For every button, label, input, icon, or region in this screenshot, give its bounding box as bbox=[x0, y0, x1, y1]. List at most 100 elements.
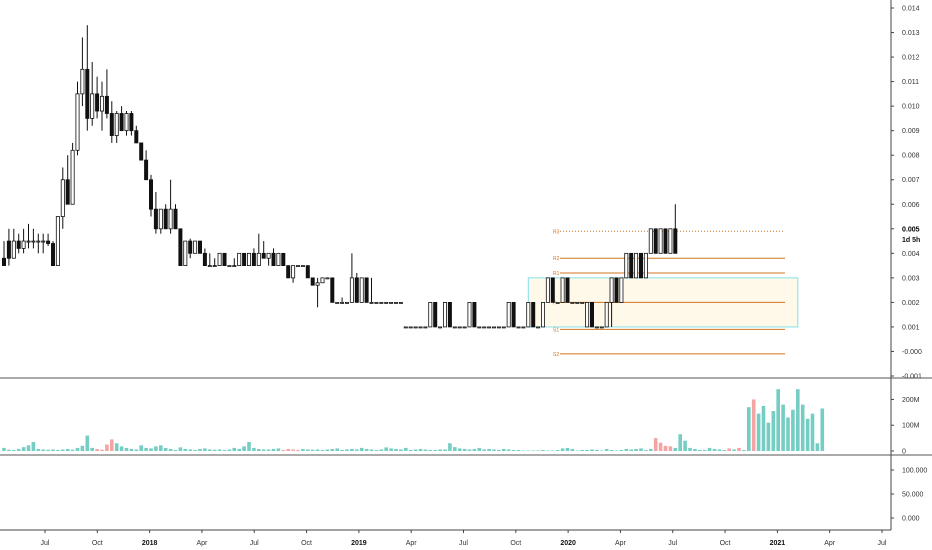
volume-bar bbox=[119, 446, 124, 451]
time-axis-label: Jul bbox=[41, 540, 50, 547]
volume-bar bbox=[31, 441, 36, 451]
candle-body bbox=[100, 95, 105, 112]
candle-body bbox=[300, 265, 305, 268]
volume-bar bbox=[629, 449, 633, 451]
volume-bar bbox=[477, 447, 482, 451]
candle-body bbox=[51, 243, 56, 267]
candle-body bbox=[472, 301, 477, 328]
volume-bar bbox=[129, 448, 134, 451]
volume-bar bbox=[330, 448, 335, 451]
volume-bar bbox=[673, 447, 678, 451]
volume-bar bbox=[242, 446, 246, 451]
candle-body bbox=[555, 301, 560, 304]
volume-bar bbox=[139, 445, 143, 451]
price-axis[interactable]: 0.014 0.013 0.012 0.011 0.010 0.009 0.008 0.007… bbox=[891, 6, 922, 381]
price-axis-label: 0.001 bbox=[902, 324, 920, 331]
candle-body bbox=[104, 95, 109, 114]
candle-body bbox=[369, 301, 374, 304]
time-axis[interactable]: Jul Oct 2018 Apr Jul Oct 2019 Apr Jul Oct 2020 Apr J… bbox=[41, 530, 887, 547]
volume-bar bbox=[800, 404, 805, 451]
volume-bar bbox=[178, 447, 183, 451]
volume-bar bbox=[732, 449, 736, 451]
candle-body bbox=[11, 240, 16, 259]
candle-body bbox=[364, 277, 369, 303]
volume-bar bbox=[634, 448, 638, 451]
candle-body bbox=[95, 93, 100, 112]
candle-body bbox=[344, 301, 349, 304]
price-axis-label: 0.010 bbox=[902, 104, 920, 111]
volume-bar bbox=[502, 448, 506, 451]
volume-bar bbox=[384, 447, 388, 451]
volume-bar bbox=[345, 449, 349, 451]
volume-bar bbox=[46, 449, 50, 451]
candle-body bbox=[6, 240, 11, 259]
time-axis-label: 2021 bbox=[770, 540, 786, 547]
volume-bar bbox=[65, 448, 70, 451]
candle-body bbox=[144, 159, 149, 181]
candle-body bbox=[335, 301, 340, 304]
candle-body bbox=[310, 277, 315, 286]
volume-bar bbox=[506, 449, 511, 451]
volume-bar bbox=[609, 449, 614, 451]
volume-bar bbox=[306, 449, 310, 451]
pivot-label-s1: S1 bbox=[553, 327, 559, 333]
candle-body bbox=[26, 240, 31, 243]
time-axis-label: Jul bbox=[668, 540, 677, 547]
volume-bar bbox=[805, 418, 810, 451]
candle-body bbox=[536, 326, 541, 329]
candle-body bbox=[585, 301, 590, 328]
volume-bar bbox=[2, 447, 6, 451]
candle-body bbox=[276, 252, 281, 266]
time-axis-label: Oct bbox=[92, 540, 103, 547]
candle-body bbox=[325, 277, 330, 280]
price-axis-label: -0.001 bbox=[902, 374, 922, 381]
candle-body bbox=[545, 277, 550, 303]
candle-body bbox=[639, 252, 644, 279]
candle-body bbox=[462, 326, 467, 329]
volume-bar bbox=[320, 449, 325, 451]
volume-bar bbox=[222, 449, 227, 451]
candle-body bbox=[232, 265, 237, 268]
candle-body bbox=[570, 301, 575, 304]
price-axis-label: 0.002 bbox=[902, 300, 920, 307]
volume-bar bbox=[644, 449, 648, 451]
volume-axis-label: 100M bbox=[902, 423, 920, 430]
candle-body bbox=[359, 277, 364, 303]
candle-body bbox=[246, 252, 251, 266]
volume-bar bbox=[51, 449, 55, 451]
volume-bar bbox=[154, 446, 158, 451]
candle-body bbox=[21, 240, 26, 249]
time-axis-label: Apr bbox=[406, 540, 418, 547]
candle-body bbox=[433, 301, 438, 328]
candle-body bbox=[281, 252, 286, 266]
volume-bar bbox=[355, 449, 359, 451]
volume-bar bbox=[16, 448, 21, 451]
candle-body bbox=[55, 216, 60, 267]
candle-body bbox=[60, 179, 65, 217]
volume-bar bbox=[61, 449, 65, 451]
volume-bar bbox=[90, 447, 94, 451]
indicator-axis[interactable]: 100.000 50.000 0.000 bbox=[891, 468, 927, 523]
volume-axis[interactable]: 200M 100M 0 bbox=[891, 397, 920, 456]
time-axis-label: 2018 bbox=[142, 540, 158, 547]
candle-body bbox=[590, 301, 595, 328]
candle-body bbox=[668, 228, 673, 254]
candle-body bbox=[291, 265, 296, 279]
volume-bar bbox=[756, 413, 761, 451]
candle-body bbox=[423, 326, 428, 329]
candle-body bbox=[207, 265, 212, 268]
bar-timer-label: 1d 5h bbox=[902, 237, 920, 244]
volume-bar bbox=[815, 443, 820, 451]
candle-layer bbox=[2, 25, 678, 329]
last-price-label: 0.005 bbox=[902, 226, 920, 233]
volume-bar bbox=[448, 443, 452, 451]
time-axis-label: Apr bbox=[824, 540, 836, 547]
volume-bar bbox=[394, 448, 398, 451]
volume-bar bbox=[85, 435, 90, 451]
volume-bar bbox=[663, 445, 668, 451]
candle-body bbox=[153, 208, 158, 230]
volume-bar bbox=[36, 448, 41, 451]
candle-body bbox=[114, 113, 119, 136]
